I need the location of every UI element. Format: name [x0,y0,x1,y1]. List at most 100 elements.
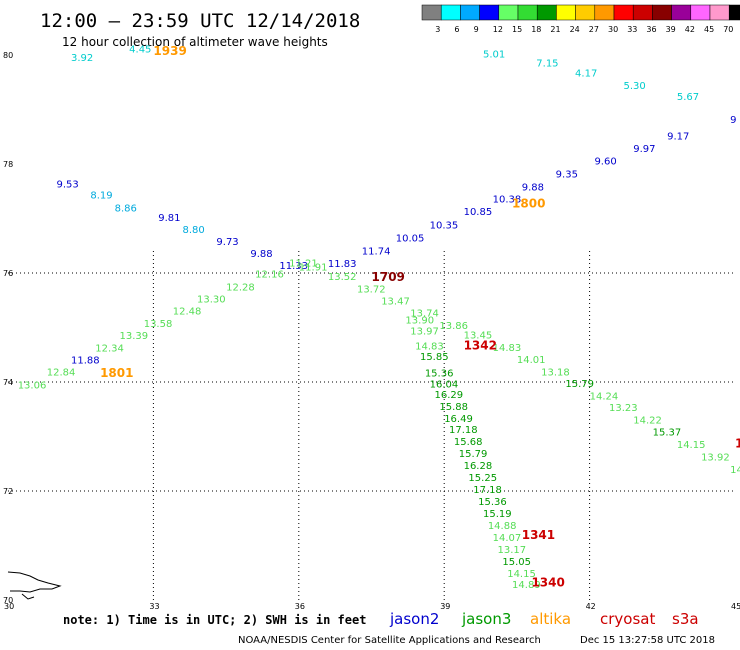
swh-point: 15.25 [468,473,497,484]
swh-point: 14.22 [633,415,662,426]
swh-point: 14.01 [517,355,546,366]
colorbar-swatch [728,4,740,21]
colorbar-swatch [671,4,692,21]
swh-point: 12.28 [226,282,255,293]
swh-point: 14.15 [507,569,536,580]
swh-point: 13.52 [328,272,357,283]
swh-point: 5.01 [483,50,505,61]
y-tick-label: 78 [3,160,13,169]
swh-point: 4.17 [575,68,597,79]
swh-point: 14.24 [590,391,619,402]
swh-point: 4.45 [129,44,151,55]
swh-point: 15.36 [478,497,507,508]
swh-point: 15.36 [425,369,454,380]
swh-point: 17.18 [473,485,502,496]
swh-point: 8.86 [115,203,137,214]
swh-point: 13.58 [144,319,173,330]
colorbar-label: 70 [723,25,733,34]
swh-point: 10.38 [493,195,522,206]
swh-point: 9.88 [522,183,544,194]
swh-point: 15.68 [454,437,483,448]
colorbar-swatch [709,4,730,21]
time-label: 1939 [153,44,186,58]
colorbar-label: 39 [666,25,676,34]
time-label: 1342 [464,338,497,352]
swh-point: 11.83 [328,259,357,270]
satellite-jason2: jason2 [389,610,439,628]
swh-point: 9.73 [216,237,238,248]
swh-point: 15.79 [459,449,488,460]
swh-point: 15.37 [653,427,682,438]
colorbar-label: 15 [512,25,522,34]
swh-point: 9.35 [556,170,578,181]
swh-point: 11.33 [279,261,308,272]
y-axis-ticks: 70 72 74 76 78 80 [3,51,13,605]
swh-point: 10.05 [396,233,425,244]
satellite-s3a: s3a [672,610,699,628]
colorbar-swatch [652,4,672,21]
swh-point: 14.89 [512,580,541,591]
chart-title: 12:00 – 23:59 UTC 12/14/2018 [40,10,360,32]
swh-point: 15.79 [565,379,594,390]
colorbar-swatch [460,4,480,21]
x-tick-label: 39 [440,602,450,611]
colorbar-label: 3 [435,25,440,34]
footer-timestamp: Dec 15 13:27:58 UTC 2018 [580,635,715,646]
swh-point: 7.15 [536,58,558,69]
swh-point: 13.45 [464,330,493,341]
swh-point: 17.18 [449,425,478,436]
swh-point: 12.16 [255,269,284,280]
swh-point: 13.06 [18,381,47,392]
x-tick-label: 30 [4,602,14,611]
chart-subtitle: 12 hour collection of altimeter wave hei… [62,35,328,49]
swh-point: 8.19 [90,190,112,201]
colorbar-label: 36 [646,25,656,34]
colorbar-swatch [632,4,653,21]
swh-point: 15.85 [420,352,449,363]
satellite-jason3: jason3 [461,610,511,628]
swh-point: 3.92 [71,53,93,64]
colorbar-label: 9 [474,25,479,34]
colorbar-swatch [594,4,615,21]
colorbar-label: 12 [493,25,503,34]
swh-point: 9.97 [633,144,655,155]
coastline [7,571,62,600]
colorbar-label: 27 [589,25,599,34]
swh-point: 14.83 [493,343,522,354]
colorbar-swatch [421,4,442,21]
satellite-legend: jason2 jason3 altika cryosat s3a [389,610,699,628]
colorbar-swatch [575,4,596,21]
time-label: 1801 [100,366,133,380]
y-tick-label: 74 [3,378,13,387]
swh-point: 9.81 [158,213,180,224]
swh-point: 8.80 [182,225,204,236]
swh-point: 16.29 [435,390,464,401]
colorbar-swatch [556,4,576,21]
swh-point: 11.21 [289,258,318,269]
swh-point: 11.91 [299,262,328,273]
colorbar-swatch [479,4,500,21]
time-labels: 1939 1800 1709 1342 1801 1341 1340 1 [100,44,740,589]
colorbar-swatch [613,4,634,21]
y-tick-label: 80 [3,51,13,60]
swh-point: 14.07 [493,533,522,544]
swh-point: 9 [730,115,736,126]
colorbar-label: 30 [608,25,618,34]
y-tick-label: 76 [3,269,13,278]
x-axis-ticks: 30 33 36 39 42 45 [4,602,740,611]
swh-point: 12.84 [47,367,76,378]
grid-lines [8,250,735,600]
satellite-altika: altika [530,610,571,628]
colorbar-label: 42 [685,25,695,34]
swh-point: 9.53 [56,179,78,190]
swh-point: 13.86 [439,321,468,332]
swh-point: 15.88 [439,402,468,413]
colorbar-label: 18 [531,25,541,34]
swh-point: 11.74 [362,246,391,257]
time-label: 1 [735,436,740,450]
y-tick-label: 70 [3,596,13,605]
colorbar-label: 6 [454,25,459,34]
swh-point: 13.72 [357,285,386,296]
footer-credit: NOAA/NESDIS Center for Satellite Applica… [238,635,541,646]
